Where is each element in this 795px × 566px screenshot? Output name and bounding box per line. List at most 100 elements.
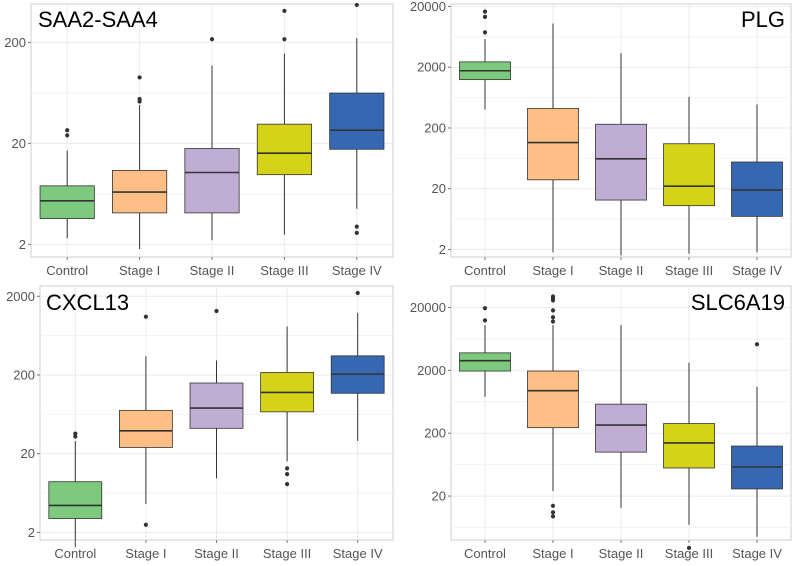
outlier-point	[482, 30, 488, 35]
box-stage-ii	[184, 37, 240, 241]
iqr-box	[731, 161, 783, 217]
chart-title: SAA2-SAA4	[38, 7, 158, 32]
x-tick-label: Control	[54, 546, 96, 561]
x-tick-label: Control	[464, 546, 506, 561]
y-tick-label: 20	[432, 489, 446, 504]
outlier-point	[282, 37, 287, 42]
iqr-box	[256, 123, 312, 176]
box-stage-iii	[663, 362, 715, 550]
outlier-point	[550, 514, 556, 519]
x-tick-label: Control	[464, 263, 506, 278]
outlier-point	[285, 472, 290, 477]
outlier-point	[137, 96, 142, 102]
outlier-point	[550, 294, 556, 299]
x-tick-label: Stage I	[125, 546, 166, 561]
iqr-box	[119, 409, 173, 448]
x-tick-label: Stage IV	[332, 263, 382, 278]
box-control	[39, 128, 95, 239]
y-tick-label: 2000	[6, 289, 35, 304]
panel-slc6a19: 20 200 2000 20000 Control Stage I Stage II Stag…	[410, 285, 792, 561]
y-tick-label: 200	[13, 367, 35, 382]
outlier-point	[355, 290, 360, 296]
x-tick-label: Stage III	[263, 546, 311, 561]
outlier-point	[550, 319, 556, 324]
outlier-point	[73, 431, 78, 436]
box-stage-iii	[663, 96, 715, 254]
iqr-box	[595, 403, 647, 453]
x-tick-label: Stage II	[599, 546, 644, 561]
y-tick-label: 2000	[417, 363, 446, 378]
outlier-point	[285, 482, 290, 487]
outlier-point	[354, 224, 359, 229]
outlier-point	[143, 522, 148, 527]
box-stage-iv	[330, 290, 385, 441]
iqr-box	[329, 92, 385, 150]
iqr-box	[527, 370, 579, 429]
y-tick-label: 20	[432, 181, 446, 196]
x-tick-label: Control	[46, 263, 88, 278]
y-tick-label: 2	[19, 237, 26, 252]
outlier-point	[550, 315, 556, 320]
box-stage-ii	[595, 53, 647, 256]
x-tick-label: Stage I	[532, 546, 573, 561]
x-tick-label: Stage I	[119, 263, 160, 278]
box-stage-iii	[260, 326, 314, 487]
panel-cxcl13: 2 20 200 2000 Control Stage I Stage II Stage II…	[6, 285, 394, 561]
iqr-box	[595, 123, 647, 201]
y-tick-label: 2	[439, 242, 446, 257]
iqr-box	[184, 148, 240, 214]
outlier-point	[482, 306, 488, 311]
box-stage-iv	[329, 2, 385, 235]
x-tick-label: Stage IV	[732, 546, 782, 561]
x-tick-label: Stage II	[190, 263, 235, 278]
outlier-point	[214, 308, 219, 314]
x-tick-label: Stage III	[665, 546, 713, 561]
x-tick-label: Stage II	[599, 263, 644, 278]
outlier-point	[354, 230, 359, 235]
outlier-point	[285, 466, 290, 471]
chart-title: PLG	[741, 7, 785, 32]
outlier-point	[65, 133, 70, 138]
y-tick-label: 200	[424, 120, 446, 135]
outlier-point	[550, 308, 556, 313]
box-stage-i	[527, 23, 579, 253]
box-stage-i	[112, 75, 168, 250]
y-tick-label: 20000	[410, 300, 446, 315]
x-tick-label: Stage I	[532, 263, 573, 278]
outlier-point	[482, 318, 488, 323]
box-stage-ii	[595, 325, 647, 508]
outlier-point	[209, 37, 215, 42]
chart-title: SLC6A19	[691, 290, 785, 315]
x-tick-label: Stage III	[260, 263, 308, 278]
y-tick-label: 2	[28, 525, 35, 540]
iqr-box	[39, 185, 95, 220]
box-control	[459, 306, 511, 397]
y-tick-label: 200	[424, 426, 446, 441]
x-tick-label: Stage II	[194, 546, 239, 561]
y-tick-label: 2000	[417, 60, 446, 75]
outlier-point	[482, 14, 488, 19]
outlier-point	[143, 314, 148, 319]
panel-plg: 2 20 200 2000 20000 Control Stage I Stage II Sta…	[410, 0, 792, 278]
iqr-box	[527, 107, 579, 181]
y-tick-label: 200	[4, 35, 26, 50]
box-stage-iv	[731, 104, 783, 253]
box-control	[48, 431, 103, 548]
outlier-point	[73, 434, 78, 439]
y-tick-label: 20	[21, 446, 35, 461]
y-tick-label: 20000	[410, 0, 446, 14]
iqr-box	[663, 423, 715, 469]
box-stage-iii	[256, 8, 312, 235]
outlier-point	[482, 9, 488, 14]
outlier-point	[550, 510, 556, 515]
outlier-point	[137, 75, 142, 80]
x-tick-label: Stage III	[665, 263, 713, 278]
outlier-point	[354, 2, 359, 8]
box-stage-ii	[189, 308, 244, 479]
x-tick-label: Stage IV	[732, 263, 782, 278]
outlier-point	[282, 8, 287, 14]
y-tick-label: 20	[12, 136, 26, 151]
box-stage-iv	[731, 342, 783, 537]
x-tick-label: Stage IV	[333, 546, 383, 561]
